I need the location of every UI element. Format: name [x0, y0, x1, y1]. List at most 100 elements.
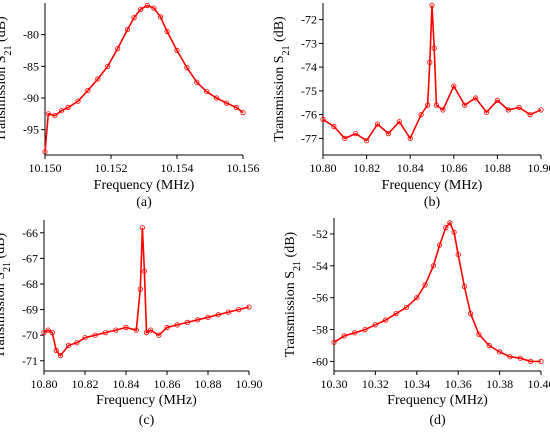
data-point [341, 333, 347, 339]
y-tick-label: -73 [301, 36, 317, 50]
data-point [156, 332, 162, 338]
data-point [240, 110, 246, 116]
data-point [174, 322, 180, 328]
data-point [42, 149, 48, 155]
y-axis-label-subscript: 21 [3, 45, 14, 55]
data-point [223, 100, 230, 106]
data-point [385, 131, 391, 137]
x-tick-label: 10.156 [227, 161, 260, 175]
y-tick-label: -77 [301, 131, 317, 145]
series-line [43, 227, 250, 357]
data-point [45, 327, 51, 333]
series-line [322, 5, 542, 142]
data-point [95, 76, 101, 82]
data-point [538, 107, 544, 113]
data-point [225, 309, 232, 315]
data-point [527, 112, 533, 118]
y-axis-label-main: Transmission S [272, 55, 287, 141]
data-point [352, 330, 358, 336]
y-tick-label: -75 [301, 84, 317, 98]
data-point [184, 65, 190, 71]
axis-frame [43, 220, 249, 372]
data-point [139, 225, 145, 231]
x-tick-label: 10.152 [95, 161, 128, 175]
x-tick-label: 10.88 [484, 161, 511, 175]
data-point [138, 6, 144, 12]
data-point [45, 111, 51, 117]
data-point [214, 95, 220, 101]
y-axis-label-unit: (dB) [272, 16, 287, 46]
data-point [424, 102, 431, 108]
data-point [58, 108, 65, 114]
data-point [174, 47, 180, 54]
data-point [476, 331, 482, 337]
y-axis-label: Transmission S21 (dB) [0, 232, 13, 358]
data-point [105, 63, 111, 69]
data-point [102, 329, 109, 336]
data-point [433, 102, 439, 108]
y-tick-label: -69 [22, 303, 38, 317]
y-axis-label-subscript: 21 [292, 261, 303, 271]
y-tick-label: -52 [312, 227, 328, 241]
data-point [422, 282, 428, 288]
data-point [431, 45, 437, 51]
data-point [396, 119, 402, 125]
y-tick-label: -56 [312, 291, 328, 305]
data-point [66, 342, 72, 348]
data-point [164, 28, 170, 35]
data-point [527, 358, 534, 364]
data-point [113, 327, 119, 333]
data-point [57, 352, 64, 359]
y-axis-label-unit: (dB) [0, 232, 8, 262]
data-point [447, 220, 453, 226]
x-tick-label: 10.90 [528, 161, 550, 175]
data-point [342, 135, 348, 141]
x-tick-label: 10.88 [195, 377, 222, 391]
y-tick-label: -66 [22, 226, 38, 240]
panel-b: 10.80 10.82 10.84 10.86 10.88 10.90 -72 -73 -74 -… [272, 2, 550, 210]
data-point [52, 113, 58, 119]
x-tick-label: 10.38 [486, 377, 513, 391]
data-point [205, 314, 211, 320]
data-point [157, 14, 164, 20]
data-point [430, 263, 436, 269]
data-point [92, 332, 98, 338]
panel-c: 10.80 10.82 10.84 10.86 10.88 10.90 -66 -67 -68 -… [0, 220, 263, 428]
y-tick-label: -70 [22, 328, 38, 342]
panel-d: 10.30 10.32 10.34 10.36 10.38 10.40 -52 -54 -56 -… [283, 218, 550, 428]
data-point [462, 102, 468, 108]
y-tick-label: -67 [22, 251, 38, 265]
data-point [131, 15, 137, 21]
axis-frame [333, 218, 541, 372]
y-axis-label: Transmission S21 (dB) [272, 16, 292, 142]
data-point [133, 327, 139, 333]
y-tick-label: -68 [22, 277, 38, 291]
data-point [362, 326, 368, 333]
data-point [455, 252, 461, 258]
axis-frame [44, 3, 243, 156]
x-axis-label: Frequency (MHz) [382, 178, 483, 193]
data-point [403, 304, 410, 310]
data-point [538, 358, 544, 364]
data-point [516, 104, 522, 111]
data-point [507, 354, 513, 360]
data-point [53, 347, 59, 354]
data-point [443, 225, 449, 231]
data-point [148, 327, 154, 333]
data-point [143, 329, 150, 336]
data-point [496, 349, 503, 355]
x-tick-label: 10.80 [31, 377, 58, 391]
data-point [472, 95, 479, 101]
data-point [215, 312, 221, 318]
data-point [85, 87, 91, 94]
data-point [331, 339, 337, 345]
y-axis-label-main: Transmission S [0, 55, 9, 141]
data-point [393, 310, 399, 317]
x-tick-label: 10.86 [154, 377, 181, 391]
y-tick-label: -74 [301, 60, 317, 74]
data-point [486, 342, 492, 349]
y-tick-label: -71 [22, 354, 38, 368]
y-tick-label: -95 [23, 123, 39, 137]
data-point [246, 304, 252, 310]
data-point [372, 322, 378, 328]
